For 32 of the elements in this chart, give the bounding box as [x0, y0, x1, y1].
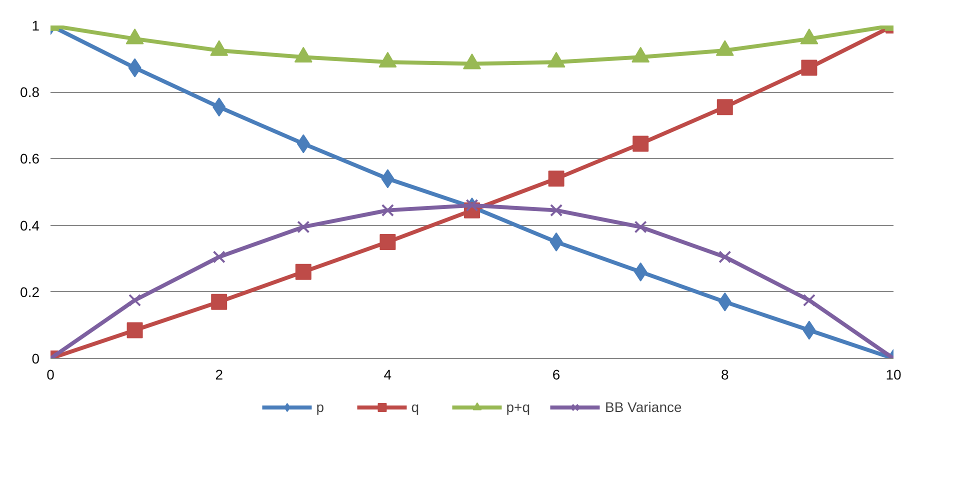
point: [548, 170, 564, 187]
point: [381, 204, 394, 217]
point: [718, 250, 732, 264]
point: [634, 220, 647, 234]
point: [212, 250, 226, 264]
y-tick-label: 0: [32, 350, 40, 366]
point: [801, 60, 818, 76]
legend-label: p+q: [506, 399, 530, 415]
point: [297, 220, 310, 234]
x-tick-label: 8: [721, 366, 730, 382]
y-tick-label: 0.4: [20, 217, 40, 234]
x-tick-label: 4: [384, 366, 392, 382]
legend-label: BB Variance: [604, 399, 682, 415]
x-tick-label: 6: [552, 366, 560, 382]
x-tick-label: 10: [886, 366, 902, 382]
y-tick-label: 0.2: [20, 284, 40, 300]
y-tick-label: 1: [32, 18, 40, 34]
x-tick-label: 0: [46, 366, 55, 382]
x-tick-label: 2: [215, 366, 224, 382]
legend-label: p: [316, 399, 326, 415]
y-tick-label: 0.6: [20, 150, 40, 167]
y-tick-label: 0.8: [20, 84, 40, 100]
point: [380, 234, 396, 250]
point: [802, 294, 816, 307]
point: [632, 136, 649, 152]
point: [550, 204, 563, 217]
point: [126, 322, 143, 338]
point: [128, 294, 142, 307]
point: [295, 264, 312, 280]
point: [211, 294, 228, 310]
point: [716, 99, 733, 116]
legend-label: q: [411, 399, 420, 415]
